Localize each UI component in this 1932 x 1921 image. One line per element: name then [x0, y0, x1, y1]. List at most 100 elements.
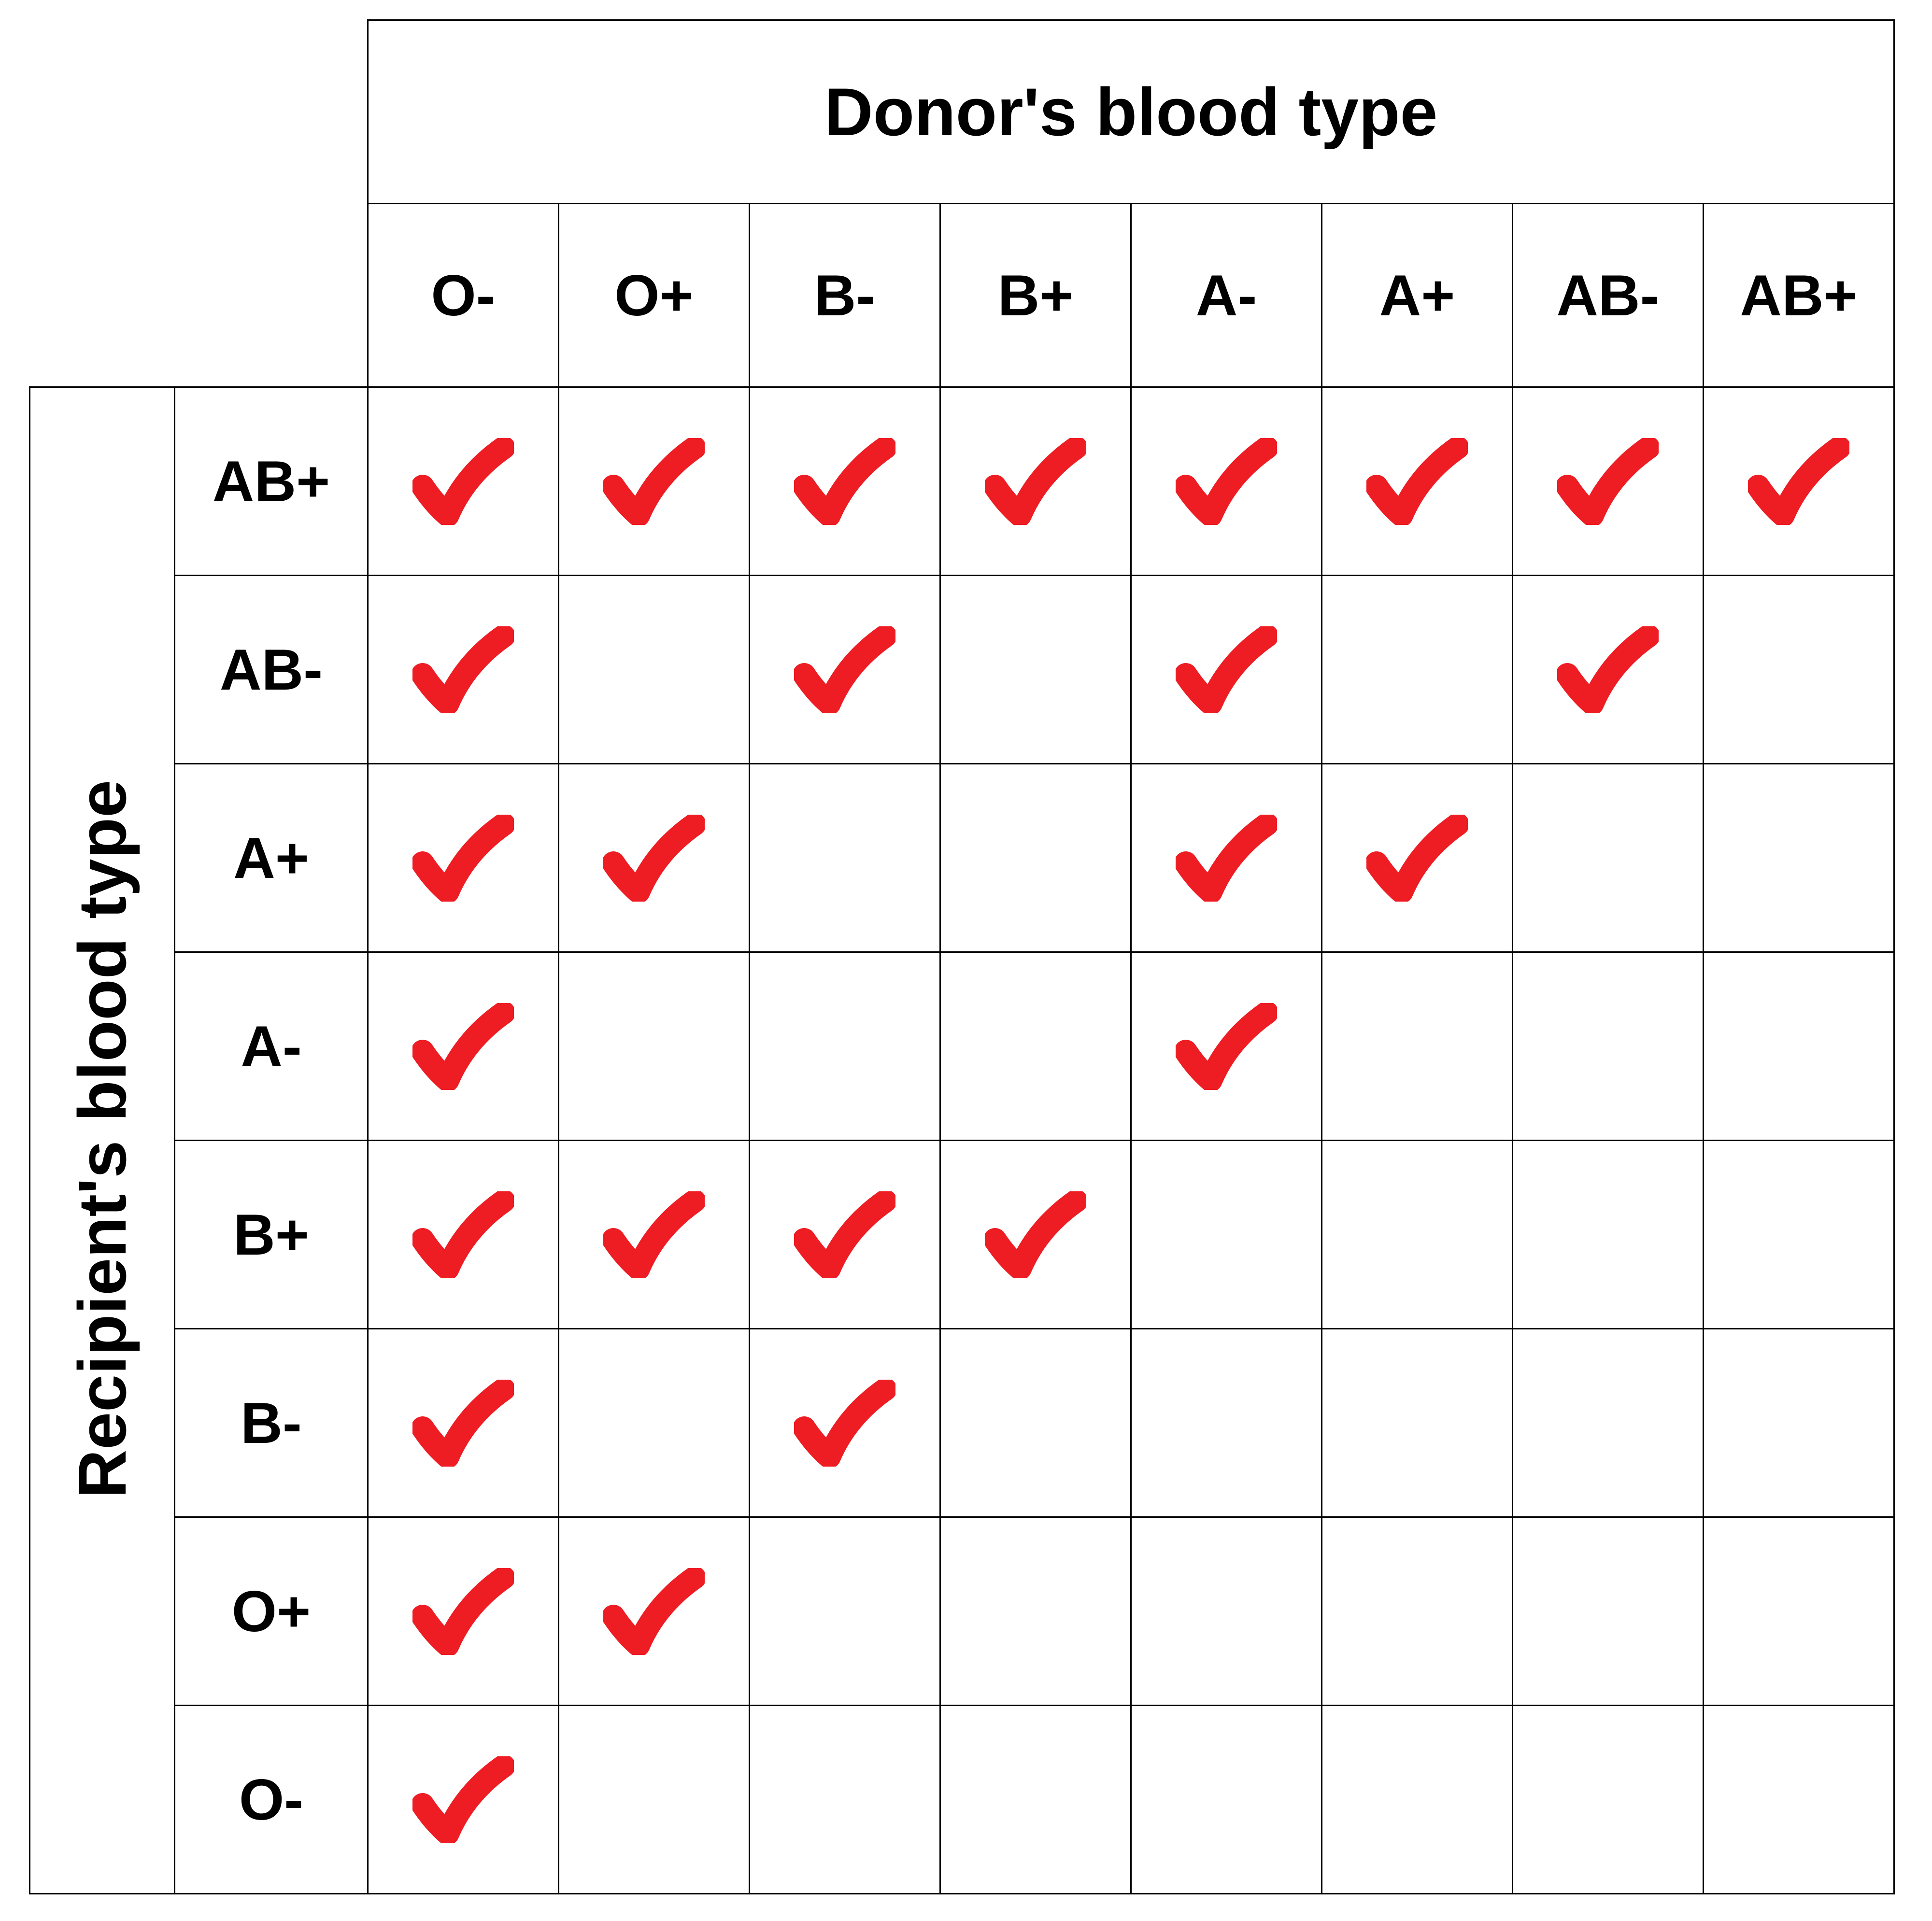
check-icon: [985, 1191, 1086, 1278]
cell-1-3: [940, 576, 1131, 764]
cell-3-6: [1513, 952, 1704, 1141]
cell-7-3: [940, 1706, 1131, 1894]
cell-6-4: [1131, 1517, 1322, 1706]
cell-4-3: [940, 1141, 1131, 1329]
check-icon: [412, 1380, 514, 1467]
recipient-header-ABplus: AB+: [175, 387, 368, 576]
check-icon: [1748, 438, 1849, 525]
recipient-header-Bminus: B-: [175, 1329, 368, 1517]
check-icon: [1176, 815, 1277, 902]
cell-0-4: [1131, 387, 1322, 576]
check-icon: [412, 1003, 514, 1090]
check-icon: [603, 1191, 705, 1278]
recipient-header-Ominus: O-: [175, 1706, 368, 1894]
recipient-title-text: Recipient's blood type: [63, 780, 142, 1498]
donor-title-text: Donor's blood type: [824, 74, 1438, 150]
cell-5-6: [1513, 1329, 1704, 1517]
check-icon: [603, 438, 705, 525]
cell-0-0: [368, 387, 559, 576]
donor-title: Donor's blood type: [368, 20, 1894, 204]
check-icon: [794, 1380, 895, 1467]
donor-header-Ominus: O-: [368, 204, 559, 387]
cell-1-1: [559, 576, 750, 764]
cell-7-6: [1513, 1706, 1704, 1894]
cell-3-1: [559, 952, 750, 1141]
check-icon: [794, 1191, 895, 1278]
cell-2-3: [940, 764, 1131, 952]
cell-5-4: [1131, 1329, 1322, 1517]
cell-0-2: [750, 387, 940, 576]
cell-0-1: [559, 387, 750, 576]
check-icon: [603, 815, 705, 902]
cell-2-6: [1513, 764, 1704, 952]
donor-header-ABplus: AB+: [1704, 204, 1894, 387]
check-icon: [1557, 626, 1659, 713]
check-icon: [1176, 1003, 1277, 1090]
cell-6-7: [1704, 1517, 1894, 1706]
cell-0-7: [1704, 387, 1894, 576]
cell-7-5: [1322, 1706, 1513, 1894]
cell-6-2: [750, 1517, 940, 1706]
cell-4-7: [1704, 1141, 1894, 1329]
recipient-header-Oplus: O+: [175, 1517, 368, 1706]
cell-1-0: [368, 576, 559, 764]
donor-header-Bplus: B+: [940, 204, 1131, 387]
check-icon: [1176, 438, 1277, 525]
check-icon: [985, 438, 1086, 525]
cell-2-4: [1131, 764, 1322, 952]
check-icon: [1366, 438, 1468, 525]
recipient-header-Bplus: B+: [175, 1141, 368, 1329]
donor-header-Bminus: B-: [750, 204, 940, 387]
cell-5-0: [368, 1329, 559, 1517]
cell-0-3: [940, 387, 1131, 576]
check-icon: [1366, 815, 1468, 902]
cell-7-4: [1131, 1706, 1322, 1894]
recipient-title: Recipient's blood type: [30, 387, 175, 1894]
check-icon: [412, 1568, 514, 1655]
cell-6-3: [940, 1517, 1131, 1706]
recipient-header-Aminus: A-: [175, 952, 368, 1141]
donor-header-ABminus: AB-: [1513, 204, 1704, 387]
donor-header-Aminus: A-: [1131, 204, 1322, 387]
cell-0-6: [1513, 387, 1704, 576]
donor-header-Aplus: A+: [1322, 204, 1513, 387]
cell-5-1: [559, 1329, 750, 1517]
cell-7-0: [368, 1706, 559, 1894]
check-icon: [794, 626, 895, 713]
cell-3-2: [750, 952, 940, 1141]
cell-6-6: [1513, 1517, 1704, 1706]
cell-2-7: [1704, 764, 1894, 952]
cell-4-1: [559, 1141, 750, 1329]
cell-3-7: [1704, 952, 1894, 1141]
check-icon: [412, 1756, 514, 1843]
recipient-header-Aplus: A+: [175, 764, 368, 952]
check-icon: [794, 438, 895, 525]
check-icon: [412, 1191, 514, 1278]
check-icon: [1557, 438, 1659, 525]
cell-7-1: [559, 1706, 750, 1894]
cell-7-7: [1704, 1706, 1894, 1894]
cell-5-7: [1704, 1329, 1894, 1517]
cell-1-4: [1131, 576, 1322, 764]
cell-4-6: [1513, 1141, 1704, 1329]
cell-1-6: [1513, 576, 1704, 764]
cell-4-0: [368, 1141, 559, 1329]
recipient-header-ABminus: AB-: [175, 576, 368, 764]
donor-header-Oplus: O+: [559, 204, 750, 387]
cell-4-4: [1131, 1141, 1322, 1329]
cell-1-7: [1704, 576, 1894, 764]
cell-5-3: [940, 1329, 1131, 1517]
cell-5-2: [750, 1329, 940, 1517]
cell-2-1: [559, 764, 750, 952]
cell-1-5: [1322, 576, 1513, 764]
cell-6-0: [368, 1517, 559, 1706]
check-icon: [1176, 626, 1277, 713]
check-icon: [412, 438, 514, 525]
cell-2-5: [1322, 764, 1513, 952]
blood-type-compatibility-table: Donor's blood typeO-O+B-B+A-A+AB-AB+Reci…: [29, 19, 1895, 1894]
check-icon: [412, 626, 514, 713]
cell-4-5: [1322, 1141, 1513, 1329]
cell-4-2: [750, 1141, 940, 1329]
cell-0-5: [1322, 387, 1513, 576]
cell-2-0: [368, 764, 559, 952]
